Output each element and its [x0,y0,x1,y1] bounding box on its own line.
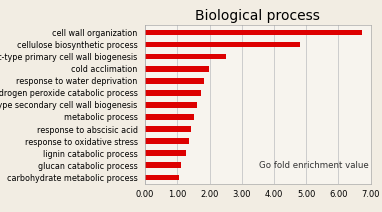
Bar [145,174,179,180]
Title: Biological process: Biological process [196,9,320,23]
Bar [145,162,181,168]
Bar [145,126,191,132]
Bar [145,54,226,60]
Bar [145,114,194,120]
Bar [145,138,189,144]
Bar [145,90,201,96]
Bar [145,42,300,47]
Bar [145,66,209,71]
Bar [145,150,186,156]
Bar [145,30,361,35]
Bar [145,78,204,84]
Text: Go fold enrichment value: Go fold enrichment value [259,161,369,170]
Bar [145,102,197,108]
